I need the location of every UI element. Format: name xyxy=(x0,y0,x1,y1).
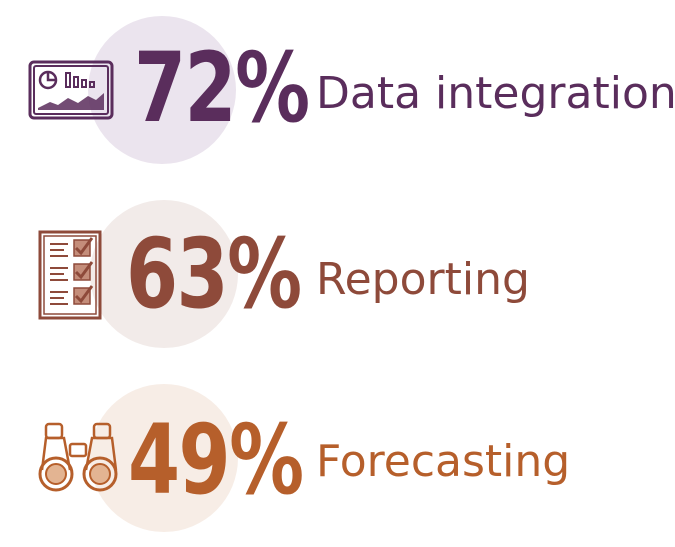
dashboard-chart-icon xyxy=(28,60,114,120)
stat-percentage: 63% xyxy=(126,218,302,330)
stat-label: Forecasting xyxy=(316,436,571,487)
stat-percentage: 49% xyxy=(128,404,304,516)
stat-percentage: 72% xyxy=(134,32,310,144)
stat-label: Reporting xyxy=(316,254,530,305)
stat-row-reporting: 63% Reporting xyxy=(0,200,675,350)
stat-row-data-integration: 72% Data integration xyxy=(0,16,675,166)
binoculars-icon xyxy=(38,422,118,492)
checklist-icon xyxy=(38,230,102,320)
stat-row-forecasting: 49% Forecasting xyxy=(0,384,675,534)
stat-circle xyxy=(90,200,238,348)
stat-label: Data integration xyxy=(316,68,675,119)
